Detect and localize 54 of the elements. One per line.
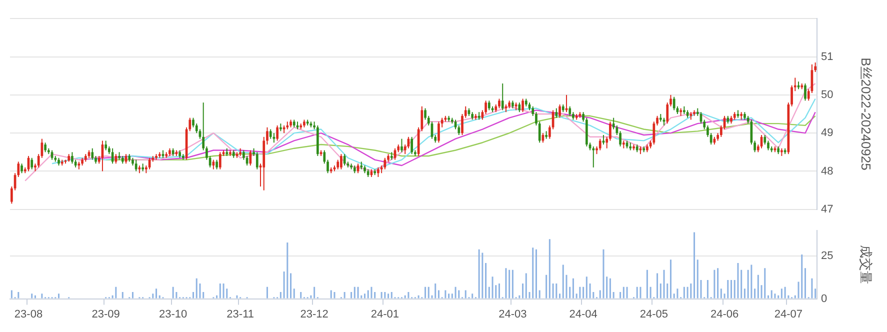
candlestick	[71, 152, 74, 164]
x-tick-label: 24-07	[774, 308, 802, 320]
candlestick	[568, 106, 572, 116]
candlestick	[522, 98, 524, 113]
candlestick	[498, 98, 500, 109]
y-tick-label: 47	[821, 203, 834, 216]
candlestick	[336, 159, 340, 170]
candlestick	[377, 166, 380, 178]
candlestick	[518, 102, 521, 113]
x-tick-label: 24-04	[569, 308, 598, 320]
candlestick	[672, 96, 676, 111]
candlestick	[598, 138, 602, 151]
candlestick	[400, 138, 403, 153]
candlestick	[501, 82, 504, 111]
candlestick	[276, 124, 278, 142]
x-tick-label: 24-01	[370, 308, 399, 320]
candlestick	[488, 100, 490, 111]
candlestick	[91, 148, 94, 160]
candlestick	[20, 163, 23, 174]
y-tick-label: 48	[821, 165, 834, 178]
candlestick	[218, 152, 222, 170]
x-tick-label: 24-03	[498, 308, 527, 320]
y-tick-label: 49	[821, 127, 834, 140]
candlestick	[269, 128, 272, 140]
candlestick	[114, 154, 118, 164]
x-tick-label: 24-06	[710, 308, 739, 320]
candlestick	[44, 142, 46, 153]
x-tick-label: 23-11	[226, 308, 254, 320]
candlestick	[384, 157, 386, 170]
candlestick	[30, 157, 34, 170]
y-tick-label: 0	[821, 292, 828, 305]
candlestick	[104, 140, 108, 151]
candlestick	[558, 104, 561, 118]
y-tick-label: 51	[821, 50, 834, 63]
candlestick	[410, 136, 413, 155]
candlestick	[256, 152, 258, 170]
y-axis-title: 成交量	[858, 245, 874, 284]
x-tick-label: 23-12	[300, 308, 328, 320]
candlestick	[804, 82, 806, 102]
candlestick	[652, 121, 656, 146]
candlestick	[216, 159, 218, 170]
candlestick	[134, 159, 138, 172]
x-tick-label: 23-10	[159, 308, 188, 320]
x-tick-label: 23-09	[92, 308, 120, 320]
candlestick	[555, 108, 558, 118]
x-tick-label: 23-08	[14, 308, 43, 320]
y-tick-label: 25	[821, 250, 834, 262]
candlestick	[340, 154, 342, 170]
candlestick	[438, 121, 440, 144]
candlestick	[592, 146, 595, 168]
y-tick-label: 50	[821, 88, 834, 101]
y-axis-title: B丝2022-20240925	[858, 58, 874, 170]
x-tick-label: 24-05	[640, 308, 668, 320]
candlestick	[249, 150, 252, 166]
